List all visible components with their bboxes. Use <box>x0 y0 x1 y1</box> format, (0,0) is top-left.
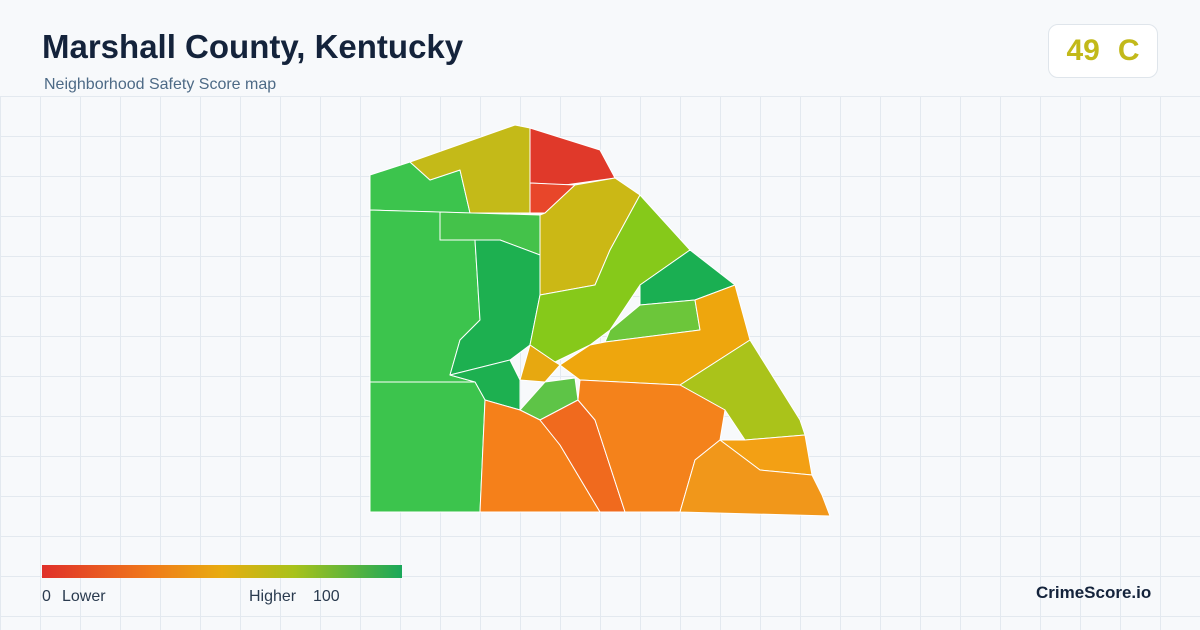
legend-min: 0 <box>42 588 51 605</box>
legend-gradient <box>42 565 402 578</box>
subtitle: Neighborhood Safety Score map <box>44 76 277 93</box>
brand: CrimeScore.io <box>1036 583 1152 602</box>
region <box>529 127 616 186</box>
legend-max-label: Higher <box>249 588 297 605</box>
legend-min-label: Lower <box>62 588 106 605</box>
region <box>519 344 561 383</box>
region <box>369 381 486 513</box>
header: Marshall County, Kentucky Neighborhood S… <box>0 0 1200 96</box>
score-grade: C <box>1117 34 1140 67</box>
region <box>449 239 541 376</box>
region <box>409 124 531 214</box>
region <box>679 439 831 517</box>
title: Marshall County, Kentucky <box>42 28 464 65</box>
score-badge: 49 C <box>1048 24 1158 78</box>
score-value: 49 <box>1066 34 1100 67</box>
legend-max: 100 <box>313 588 340 605</box>
